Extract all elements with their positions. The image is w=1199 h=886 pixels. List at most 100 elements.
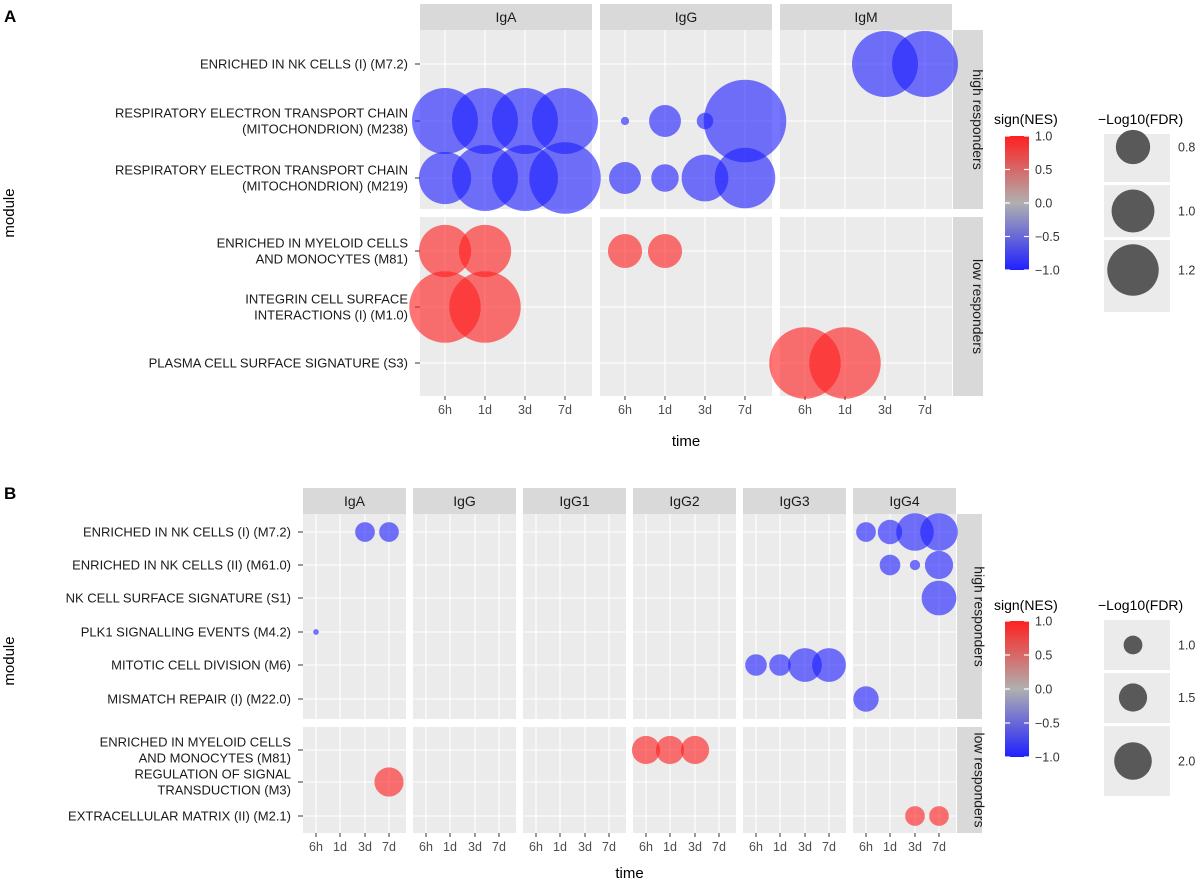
data-point (924, 550, 954, 580)
size-legend-label: 1.0 (1178, 205, 1195, 219)
size-legend-label: 2.0 (1178, 755, 1195, 769)
y-axis-title: module (1, 188, 18, 237)
data-point (418, 224, 472, 278)
x-tick-label: 1d (883, 840, 897, 854)
row-facet-label: low responders (972, 733, 988, 828)
x-tick-label: 7d (492, 840, 506, 854)
facet-panel (303, 514, 406, 719)
facet-panel (633, 514, 736, 719)
x-tick-label: 3d (358, 840, 372, 854)
module-label: PLK1 SIGNALLING EVENTS (M4.2) (81, 625, 291, 640)
data-point (680, 735, 710, 765)
data-point (920, 513, 958, 551)
size-legend-title: −Log10(FDR) (1098, 111, 1183, 127)
x-tick-label: 1d (443, 840, 457, 854)
size-legend-label: 0.8 (1178, 141, 1195, 155)
facet-panel (743, 514, 846, 719)
x-tick-label: 7d (822, 840, 836, 854)
module-label: ENRICHED IN MYELOID CELLS (217, 236, 409, 251)
color-legend-title: sign(NES) (994, 597, 1058, 613)
module-label: (MITOCHONDRION) (M219) (242, 179, 408, 194)
x-tick-label: 3d (518, 403, 532, 417)
color-legend-label: 0.0 (1035, 683, 1052, 697)
x-tick-label: 3d (688, 840, 702, 854)
data-point (879, 554, 901, 576)
bubble-layer (313, 513, 958, 826)
facet-strip (420, 4, 592, 30)
module-label: PLASMA CELL SURFACE SIGNATURE (S3) (149, 356, 408, 371)
facet-strip (743, 488, 846, 514)
bubble-layer (409, 31, 958, 399)
x-tick-label: 1d (658, 403, 672, 417)
module-label: TRANSDUCTION (M3) (157, 783, 291, 798)
color-legend-label: −1.0 (1035, 264, 1060, 278)
x-tick-label: 7d (932, 840, 946, 854)
data-point (703, 79, 787, 163)
row-facet-strip (957, 514, 982, 719)
x-tick-label: 6h (618, 403, 632, 417)
data-point (607, 233, 643, 269)
size-legend-point (1107, 244, 1159, 296)
x-tick-label: 1d (333, 840, 347, 854)
x-tick-label: 7d (382, 840, 396, 854)
facet-strip (633, 488, 736, 514)
x-tick-label: 3d (698, 403, 712, 417)
facet-strip-label: IgG2 (669, 493, 700, 509)
facet-strip (600, 4, 772, 30)
size-legend-point (1114, 742, 1152, 780)
facet-strip-label: IgA (495, 9, 517, 25)
x-tick-label: 1d (663, 840, 677, 854)
x-tick-label: 6h (749, 840, 763, 854)
color-legend-label: −1.0 (1035, 751, 1060, 765)
row-facet-strip (953, 217, 983, 396)
x-tick-label: 7d (738, 403, 752, 417)
color-legend-label: 0.0 (1035, 197, 1052, 211)
row-facet-label: low responders (970, 259, 986, 354)
facet-strip-label: IgM (854, 9, 877, 25)
x-tick-label: 3d (468, 840, 482, 854)
x-tick-label: 7d (558, 403, 572, 417)
facet-strip (523, 488, 626, 514)
facet-panel (413, 727, 516, 833)
data-point (856, 522, 876, 542)
size-legend-label: 1.2 (1178, 264, 1195, 278)
data-point (529, 142, 601, 214)
data-point (853, 686, 879, 712)
data-point (909, 559, 921, 571)
data-point (609, 162, 641, 194)
data-point (892, 31, 958, 97)
data-point (788, 648, 822, 682)
module-label: RESPIRATORY ELECTRON TRANSPORT CHAIN (115, 163, 408, 178)
y-axis-title: module (1, 636, 18, 685)
x-tick-label: 7d (712, 840, 726, 854)
row-facet-label: high responders (972, 566, 988, 666)
facet-panel (523, 727, 626, 833)
module-label: EXTRACELLULAR MATRIX (II) (M2.1) (68, 809, 291, 824)
size-legend-label: 1.5 (1178, 691, 1195, 705)
color-legend-label: 0.5 (1035, 649, 1052, 663)
size-legend-point (1115, 129, 1151, 165)
x-tick-label: 3d (578, 840, 592, 854)
data-point (647, 233, 683, 269)
data-point (921, 580, 957, 616)
data-point (769, 654, 791, 676)
x-tick-label: 3d (798, 840, 812, 854)
data-point (745, 654, 767, 676)
color-legend-label: 0.5 (1035, 163, 1052, 177)
row-facet-label: high responders (970, 69, 986, 169)
facet-strip-label: IgA (344, 493, 366, 509)
color-legend-label: 1.0 (1035, 615, 1052, 629)
data-point (929, 806, 949, 826)
data-point (812, 648, 846, 682)
module-label: REGULATION OF SIGNAL (134, 767, 291, 782)
module-label: INTEGRIN CELL SURFACE (245, 292, 408, 307)
data-point (374, 767, 404, 797)
facet-strip (780, 4, 952, 30)
data-point (655, 735, 685, 765)
module-label: MITOTIC CELL DIVISION (M6) (111, 658, 291, 673)
panel-letter: B (4, 484, 16, 503)
x-axis-title: time (615, 865, 643, 882)
